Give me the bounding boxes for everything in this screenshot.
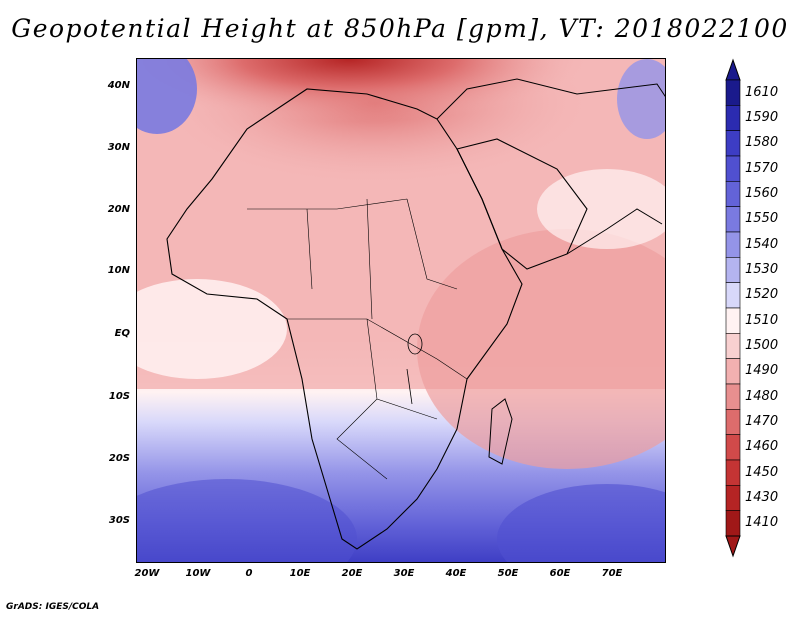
lon-label-20w: 20W bbox=[134, 568, 160, 579]
colorbar-level-label: 1460 bbox=[745, 439, 779, 455]
lon-label-50e: 50E bbox=[497, 568, 519, 579]
colorbar-level-label: 1500 bbox=[745, 338, 779, 353]
colorbar-swatch bbox=[725, 510, 741, 537]
madagascar bbox=[488, 398, 513, 465]
asia-low-north bbox=[617, 59, 665, 139]
colorbar-swatch bbox=[725, 333, 741, 359]
colorbar-swatch bbox=[725, 307, 741, 334]
colorbar-swatch bbox=[725, 105, 741, 131]
colorbar-level-label: 1560 bbox=[745, 186, 779, 201]
lon-label-20e: 20E bbox=[341, 568, 363, 579]
colorbar-bottom-arrow bbox=[725, 535, 741, 558]
colorbar-level-label: 1510 bbox=[745, 312, 779, 328]
lat-label-40n: 40N bbox=[107, 80, 130, 91]
lat-label-eq: EQ bbox=[114, 328, 130, 339]
lat-label-30n: 30N bbox=[107, 142, 130, 153]
lat-label-20s: 20S bbox=[108, 453, 130, 464]
colorbar-swatch bbox=[725, 130, 741, 157]
colorbar-swatch bbox=[725, 459, 741, 486]
colorbar-level-label: 1550 bbox=[745, 211, 779, 227]
colorbar-level-label: 1470 bbox=[745, 414, 779, 429]
lat-label-10n: 10N bbox=[107, 265, 130, 276]
colorbar-swatch bbox=[725, 231, 741, 258]
colorbar-level-label: 1480 bbox=[745, 388, 779, 404]
africa-coastline bbox=[166, 88, 523, 550]
india-coastline bbox=[566, 208, 663, 255]
colorbar-level-label: 1590 bbox=[745, 110, 779, 125]
colorbar-swatch bbox=[725, 409, 741, 435]
lon-label-30e: 30E bbox=[393, 568, 415, 579]
colorbar-swatch bbox=[725, 181, 741, 207]
colorbar-swatch bbox=[725, 434, 741, 461]
geopotential-field bbox=[137, 59, 665, 562]
colorbar-level-label: 1530 bbox=[745, 262, 779, 277]
colorbar-swatch bbox=[725, 79, 741, 106]
lake-tanganyika bbox=[406, 368, 413, 405]
lon-label-10e: 10E bbox=[289, 568, 311, 579]
lake-victoria bbox=[407, 333, 423, 355]
lat-label-10s: 10S bbox=[108, 391, 130, 402]
colorbar-level-label: 1490 bbox=[745, 363, 779, 379]
colorbar-level-label: 1450 bbox=[745, 464, 779, 480]
colorbar-swatch bbox=[725, 155, 741, 182]
arabian-ridge bbox=[537, 169, 665, 249]
colorbar-level-label: 1410 bbox=[745, 515, 779, 531]
atlantic-ridge bbox=[137, 279, 287, 379]
colorbar-top-arrow bbox=[725, 58, 741, 81]
colorbar-swatch bbox=[725, 257, 741, 283]
map-panel bbox=[136, 58, 666, 563]
credit-text: GrADS: IGES/COLA bbox=[6, 602, 100, 612]
atlantic-low-north bbox=[137, 59, 197, 134]
lon-label-0: 0 bbox=[245, 568, 253, 579]
colorbar-swatch bbox=[725, 282, 741, 309]
colorbar-level-label: 1570 bbox=[745, 160, 779, 176]
colorbar bbox=[725, 58, 741, 558]
colorbar-level-label: 1610 bbox=[745, 84, 779, 100]
colorbar-swatch bbox=[725, 383, 741, 410]
colorbar-level-label: 1540 bbox=[745, 236, 779, 252]
lon-label-70e: 70E bbox=[601, 568, 623, 579]
lon-label-60e: 60E bbox=[549, 568, 571, 579]
lat-label-20n: 20N bbox=[107, 204, 130, 215]
lat-label-30s: 30S bbox=[108, 515, 130, 526]
map-title: Geopotential Height at 850hPa [gpm], VT:… bbox=[11, 14, 789, 43]
colorbar-level-label: 1520 bbox=[745, 287, 779, 303]
colorbar-level-label: 1580 bbox=[745, 135, 779, 151]
south-indian-low bbox=[497, 484, 665, 562]
south-atlantic-low bbox=[137, 479, 357, 562]
indian-ocean-low bbox=[417, 229, 665, 469]
eurasia-coastline bbox=[436, 78, 665, 120]
colorbar-swatch bbox=[725, 358, 741, 385]
country-borders bbox=[247, 198, 468, 480]
colorbar-level-label: 1430 bbox=[745, 490, 779, 505]
lon-label-10w: 10W bbox=[185, 568, 211, 579]
lon-label-40e: 40E bbox=[445, 568, 467, 579]
colorbar-swatch bbox=[725, 485, 741, 511]
colorbar-swatch bbox=[725, 206, 741, 233]
